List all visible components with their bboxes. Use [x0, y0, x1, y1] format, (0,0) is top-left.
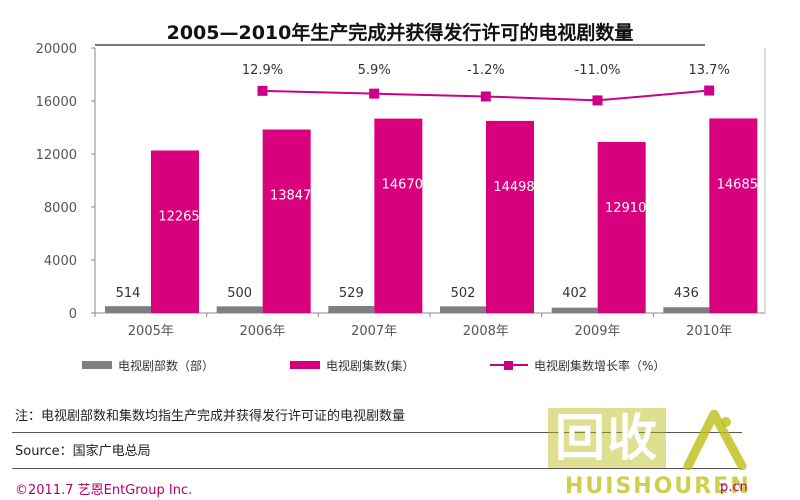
growth-rate-marker: [592, 95, 603, 106]
growth-rate-marker: [257, 85, 268, 96]
bar-count: [551, 307, 598, 313]
bar-count-label: 514: [116, 286, 141, 301]
bar-count-label: 436: [674, 286, 699, 301]
source-line: Source：国家广电总局: [15, 444, 151, 459]
bar-count-label: 402: [562, 286, 587, 301]
legend-swatch-episodes: [290, 361, 320, 369]
copyright: ©2011.7 艺恩EntGroup Inc.: [15, 483, 193, 498]
bar-count: [440, 306, 486, 313]
bar-episodes: [486, 120, 534, 314]
bar-count: [216, 306, 263, 313]
bar-episodes-label: 14670: [382, 178, 423, 193]
legend-label-count: 电视剧部数（部）: [118, 358, 214, 373]
title-underline: [95, 44, 705, 46]
bar-episodes-label: 12910: [605, 201, 646, 216]
bar-episodes: [709, 118, 758, 313]
bar-episodes-label: 12265: [158, 209, 199, 224]
growth-rate-label: 12.9%: [242, 63, 283, 78]
bar-episodes-label: 13847: [270, 189, 311, 204]
bar-episodes: [151, 150, 199, 313]
footnote: 注：电视剧部数和集数均指生产完成并获得发行许可证的电视剧数量: [15, 409, 406, 424]
watermark-text: HUISHOUREN: [565, 474, 751, 499]
growth-rate-marker: [480, 91, 491, 102]
divider-bottom: [12, 468, 742, 469]
chart-area: 0 4000 8000 12000 16000 20000 514 12265 2005年 500…: [36, 42, 766, 373]
x-tick-label: 2005年: [128, 324, 174, 339]
growth-rate-marker: [704, 85, 715, 96]
watermark-person-icon: [683, 410, 747, 470]
bar-episodes-label: 14498: [493, 180, 534, 195]
y-tick-label: 4000: [44, 254, 77, 269]
watermark-logo-box: 回收: [548, 408, 666, 468]
legend-swatch-growth-marker: [504, 361, 513, 370]
chart-title: 2005—2010年生产完成并获得发行许可的电视剧数量: [166, 22, 634, 44]
bar-episodes: [374, 118, 423, 313]
legend-label-growth: 电视剧集数增长率（%）: [534, 358, 665, 373]
y-tick-label: 16000: [36, 95, 77, 110]
legend-swatch-count: [82, 361, 112, 369]
bar-count: [663, 307, 710, 313]
y-tick-label: 0: [69, 307, 77, 322]
growth-rate-label: 13.7%: [689, 63, 730, 78]
bar-count-label: 529: [339, 286, 364, 301]
bar-episodes-label: 14685: [717, 177, 758, 192]
y-tick-label: 8000: [44, 201, 77, 216]
legend-label-episodes: 电视剧集数(集）: [326, 358, 415, 373]
growth-rate-marker: [369, 88, 380, 99]
bar-count-label: 500: [227, 286, 252, 301]
x-tick-label: 2007年: [351, 324, 397, 339]
growth-rate-label: -1.2%: [467, 63, 505, 78]
y-tick-label: 20000: [36, 42, 77, 57]
x-tick-label: 2010年: [686, 324, 732, 339]
bar-episodes: [262, 129, 311, 313]
bar-episodes: [597, 141, 646, 313]
x-tick-label: 2006年: [239, 324, 285, 339]
x-tick-label: 2008年: [463, 324, 509, 339]
bar-count: [328, 305, 375, 313]
growth-rate-label: -11.0%: [575, 63, 621, 78]
growth-rate-label: 5.9%: [358, 63, 391, 78]
divider-top: [12, 432, 742, 433]
bar-count: [105, 306, 151, 313]
x-tick-label: 2009年: [574, 324, 620, 339]
bar-count-label: 502: [451, 286, 476, 301]
y-tick-label: 12000: [36, 148, 77, 163]
watermark-site: p.cn: [720, 480, 748, 495]
